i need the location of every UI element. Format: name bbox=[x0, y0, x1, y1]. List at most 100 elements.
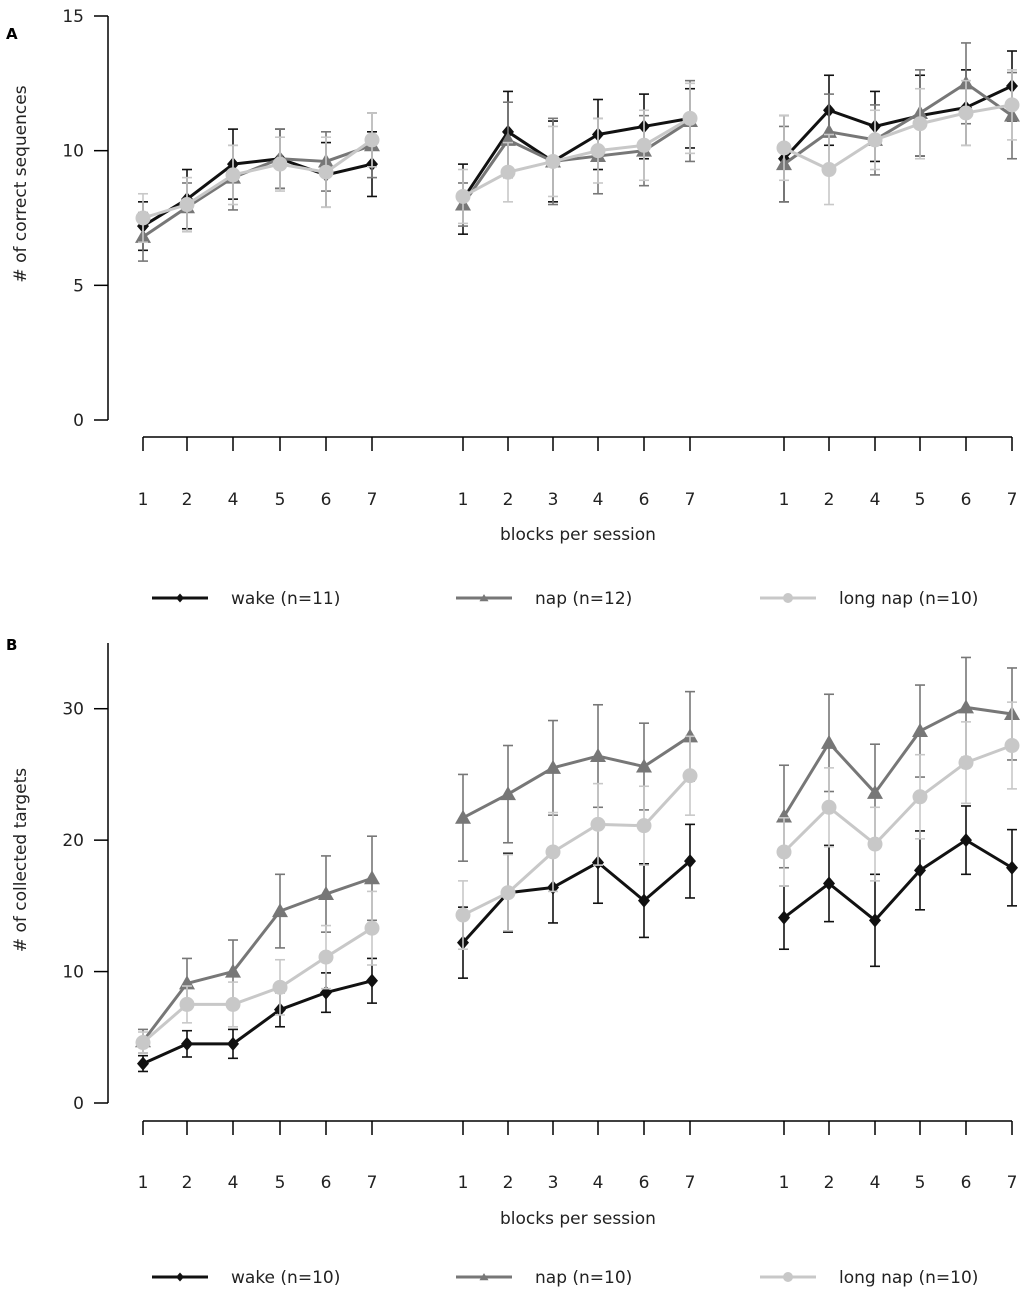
x-tick-label: 6 bbox=[961, 1173, 972, 1193]
x-tick-label: 4 bbox=[593, 490, 604, 510]
legend-label-wake: wake (n=11) bbox=[231, 589, 340, 609]
x-tick-label: 7 bbox=[367, 490, 378, 510]
data-point-long-nap bbox=[364, 132, 380, 148]
data-point-wake bbox=[638, 893, 650, 908]
x-tick-label: 2 bbox=[182, 490, 193, 510]
legend-item-wake: wake (n=10) bbox=[152, 1268, 340, 1288]
panel-a-y-axis: 0 5 10 15 bbox=[62, 7, 109, 431]
x-tick-label: 5 bbox=[275, 1173, 286, 1193]
data-point-wake bbox=[366, 973, 378, 988]
x-tick-label: 2 bbox=[503, 1173, 514, 1193]
x-tick-label: 4 bbox=[593, 1173, 604, 1193]
data-point-long-nap bbox=[364, 920, 380, 936]
series-line-long-nap bbox=[783, 103, 1013, 172]
panel-b-chart: B # of collected targets blocks per sess… bbox=[6, 636, 1020, 1288]
legend-item-nap: nap (n=10) bbox=[456, 1268, 632, 1288]
x-tick-label: 1 bbox=[779, 1173, 790, 1193]
data-point-wake bbox=[869, 913, 881, 928]
y-tick-label: 10 bbox=[62, 142, 84, 162]
data-point-long-nap bbox=[958, 105, 974, 121]
data-point-nap bbox=[590, 748, 606, 763]
series-line-long-nap bbox=[142, 138, 373, 220]
legend-label-wake: wake (n=10) bbox=[231, 1268, 340, 1288]
panel-a-y-axis-label: # of correct sequences bbox=[11, 85, 31, 282]
data-point-nap bbox=[318, 886, 334, 901]
data-point-long-nap bbox=[682, 768, 698, 784]
data-point-wake bbox=[823, 876, 835, 891]
x-tick-label: 6 bbox=[639, 1173, 650, 1193]
legend-item-long-nap: long nap (n=10) bbox=[760, 1268, 978, 1288]
y-tick-label: 0 bbox=[73, 411, 84, 431]
x-tick-label: 4 bbox=[228, 1173, 239, 1193]
x-tick-label: 7 bbox=[1007, 490, 1018, 510]
data-point-long-nap bbox=[776, 140, 792, 156]
panel-b-legend: wake (n=10) nap (n=10) long nap (n=10) bbox=[152, 1268, 978, 1288]
legend-label-nap: nap (n=12) bbox=[535, 589, 632, 609]
data-point-long-nap bbox=[272, 156, 288, 172]
x-tick-label: 1 bbox=[138, 490, 149, 510]
data-point-long-nap bbox=[1004, 97, 1020, 113]
data-point-long-nap bbox=[912, 789, 928, 805]
data-point-long-nap bbox=[912, 116, 928, 132]
data-point-long-nap bbox=[318, 164, 334, 180]
data-point-long-nap bbox=[135, 210, 151, 226]
data-point-long-nap bbox=[682, 110, 698, 126]
series-line-wake bbox=[782, 84, 1013, 160]
y-tick-label: 20 bbox=[62, 831, 84, 851]
data-point-long-nap bbox=[590, 143, 606, 159]
data-point-long-nap bbox=[958, 755, 974, 771]
legend-label-long-nap: long nap (n=10) bbox=[839, 589, 978, 609]
x-tick-label: 5 bbox=[915, 490, 926, 510]
x-tick-label: 7 bbox=[685, 490, 696, 510]
x-tick-label: 7 bbox=[1007, 1173, 1018, 1193]
x-tick-label: 6 bbox=[321, 490, 332, 510]
x-tick-label: 4 bbox=[228, 490, 239, 510]
panel-b-x-axis: 1 2 4 5 6 7 1 2 3 4 6 7 1 2 4 5 6 7 bbox=[138, 1120, 1018, 1193]
data-point-nap bbox=[636, 758, 652, 773]
series-line-nap bbox=[142, 143, 373, 239]
data-point-nap bbox=[545, 759, 561, 774]
data-point-long-nap bbox=[636, 818, 652, 834]
data-point-nap bbox=[776, 808, 792, 823]
x-tick-label: 6 bbox=[321, 1173, 332, 1193]
x-tick-label: 4 bbox=[870, 490, 881, 510]
x-tick-label: 7 bbox=[367, 1173, 378, 1193]
data-point-long-nap bbox=[179, 197, 195, 213]
series-nap bbox=[135, 42, 1020, 262]
panel-b-plot-area bbox=[135, 656, 1020, 1073]
y-tick-label: 5 bbox=[73, 276, 84, 296]
data-point-long-nap bbox=[545, 153, 561, 169]
data-point-wake bbox=[684, 854, 696, 869]
y-tick-label: 0 bbox=[73, 1094, 84, 1114]
x-tick-label: 1 bbox=[458, 1173, 469, 1193]
series-line-nap bbox=[782, 705, 1013, 818]
data-point-nap bbox=[272, 903, 288, 918]
data-point-nap bbox=[958, 699, 974, 714]
series-wake bbox=[137, 805, 1018, 1073]
x-tick-label: 6 bbox=[639, 490, 650, 510]
legend-item-nap: nap (n=12) bbox=[456, 589, 632, 609]
series-line-wake bbox=[142, 979, 373, 1065]
data-point-long-nap bbox=[455, 188, 471, 204]
x-tick-label: 2 bbox=[503, 490, 514, 510]
data-point-nap bbox=[500, 786, 516, 801]
x-tick-label: 2 bbox=[182, 1173, 193, 1193]
panel-a-chart: A # of correct sequences blocks per sess… bbox=[6, 7, 1020, 609]
data-point-nap bbox=[364, 870, 380, 885]
x-tick-label: 3 bbox=[548, 1173, 559, 1193]
data-point-wake bbox=[181, 1036, 193, 1051]
data-point-long-nap bbox=[225, 996, 241, 1012]
x-tick-label: 1 bbox=[458, 490, 469, 510]
panel-a-x-axis: 1 2 4 5 6 7 1 2 3 4 6 7 1 2 4 5 6 7 bbox=[138, 436, 1018, 510]
panel-b-y-axis: 0 10 20 30 bbox=[62, 643, 109, 1114]
series-wake bbox=[137, 50, 1018, 252]
data-point-nap bbox=[821, 734, 837, 749]
panel-a-letter: A bbox=[6, 25, 18, 43]
panel-a-x-axis-label: blocks per session bbox=[500, 525, 656, 545]
data-point-long-nap bbox=[821, 162, 837, 178]
x-tick-label: 7 bbox=[685, 1173, 696, 1193]
data-point-long-nap bbox=[867, 132, 883, 148]
series-line-nap bbox=[462, 735, 691, 820]
panel-b-letter: B bbox=[6, 636, 17, 654]
